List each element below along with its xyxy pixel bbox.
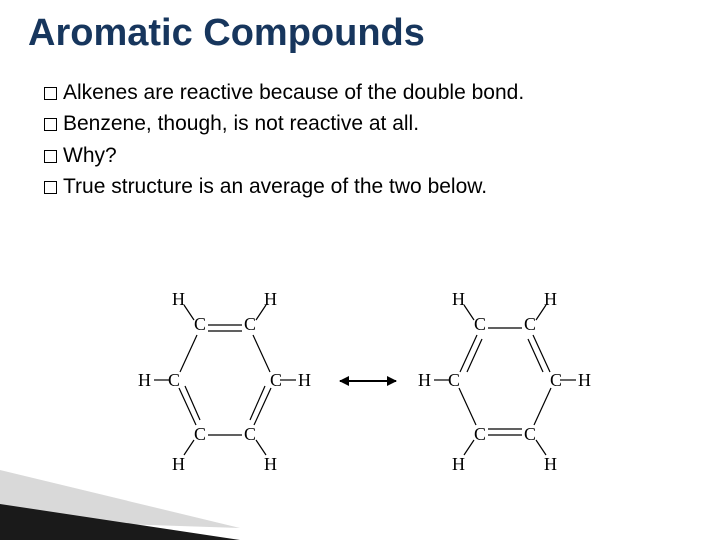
svg-text:H: H	[578, 370, 591, 390]
bullet-item: True structure is an average of the two …	[44, 172, 692, 201]
svg-text:C: C	[244, 424, 256, 444]
svg-text:C: C	[524, 424, 536, 444]
svg-text:C: C	[168, 370, 180, 390]
svg-text:C: C	[524, 314, 536, 334]
svg-text:H: H	[298, 370, 311, 390]
bullet-text: Why?	[63, 144, 117, 167]
bullet-item: Alkenes are reactive because of the doub…	[44, 78, 692, 107]
bullet-list: Alkenes are reactive because of the doub…	[44, 78, 692, 204]
svg-text:C: C	[474, 314, 486, 334]
svg-text:H: H	[172, 290, 185, 309]
bullet-text: Benzene, though, is not reactive at all.	[63, 112, 419, 135]
benzene-left-structure: C C C C C C H H H H H H	[130, 290, 320, 480]
svg-text:H: H	[172, 454, 185, 474]
svg-text:C: C	[244, 314, 256, 334]
bullet-marker-icon	[44, 118, 57, 131]
svg-text:C: C	[550, 370, 562, 390]
svg-text:H: H	[138, 370, 151, 390]
svg-text:H: H	[264, 290, 277, 309]
bullet-item: Why?	[44, 141, 692, 170]
svg-text:H: H	[544, 454, 557, 474]
svg-text:H: H	[418, 370, 431, 390]
svg-text:H: H	[264, 454, 277, 474]
page-title: Aromatic Compounds	[28, 12, 425, 55]
bullet-item: Benzene, though, is not reactive at all.	[44, 109, 692, 138]
benzene-right-structure: C C C C C C H H H H H H	[410, 290, 600, 480]
svg-text:C: C	[448, 370, 460, 390]
resonance-arrow-icon	[340, 380, 396, 382]
svg-text:H: H	[452, 290, 465, 309]
svg-text:H: H	[544, 290, 557, 309]
svg-text:C: C	[194, 314, 206, 334]
bullet-text: True structure is an average of the two …	[63, 175, 487, 198]
svg-text:H: H	[452, 454, 465, 474]
bullet-marker-icon	[44, 181, 57, 194]
svg-text:C: C	[194, 424, 206, 444]
benzene-resonance-diagram: C C C C C C H H H H H H	[130, 290, 600, 480]
slide-corner-decoration-icon	[0, 470, 240, 540]
svg-text:C: C	[270, 370, 282, 390]
bullet-marker-icon	[44, 150, 57, 163]
bullet-text: Alkenes are reactive because of the doub…	[63, 81, 524, 104]
svg-text:C: C	[474, 424, 486, 444]
bullet-marker-icon	[44, 87, 57, 100]
